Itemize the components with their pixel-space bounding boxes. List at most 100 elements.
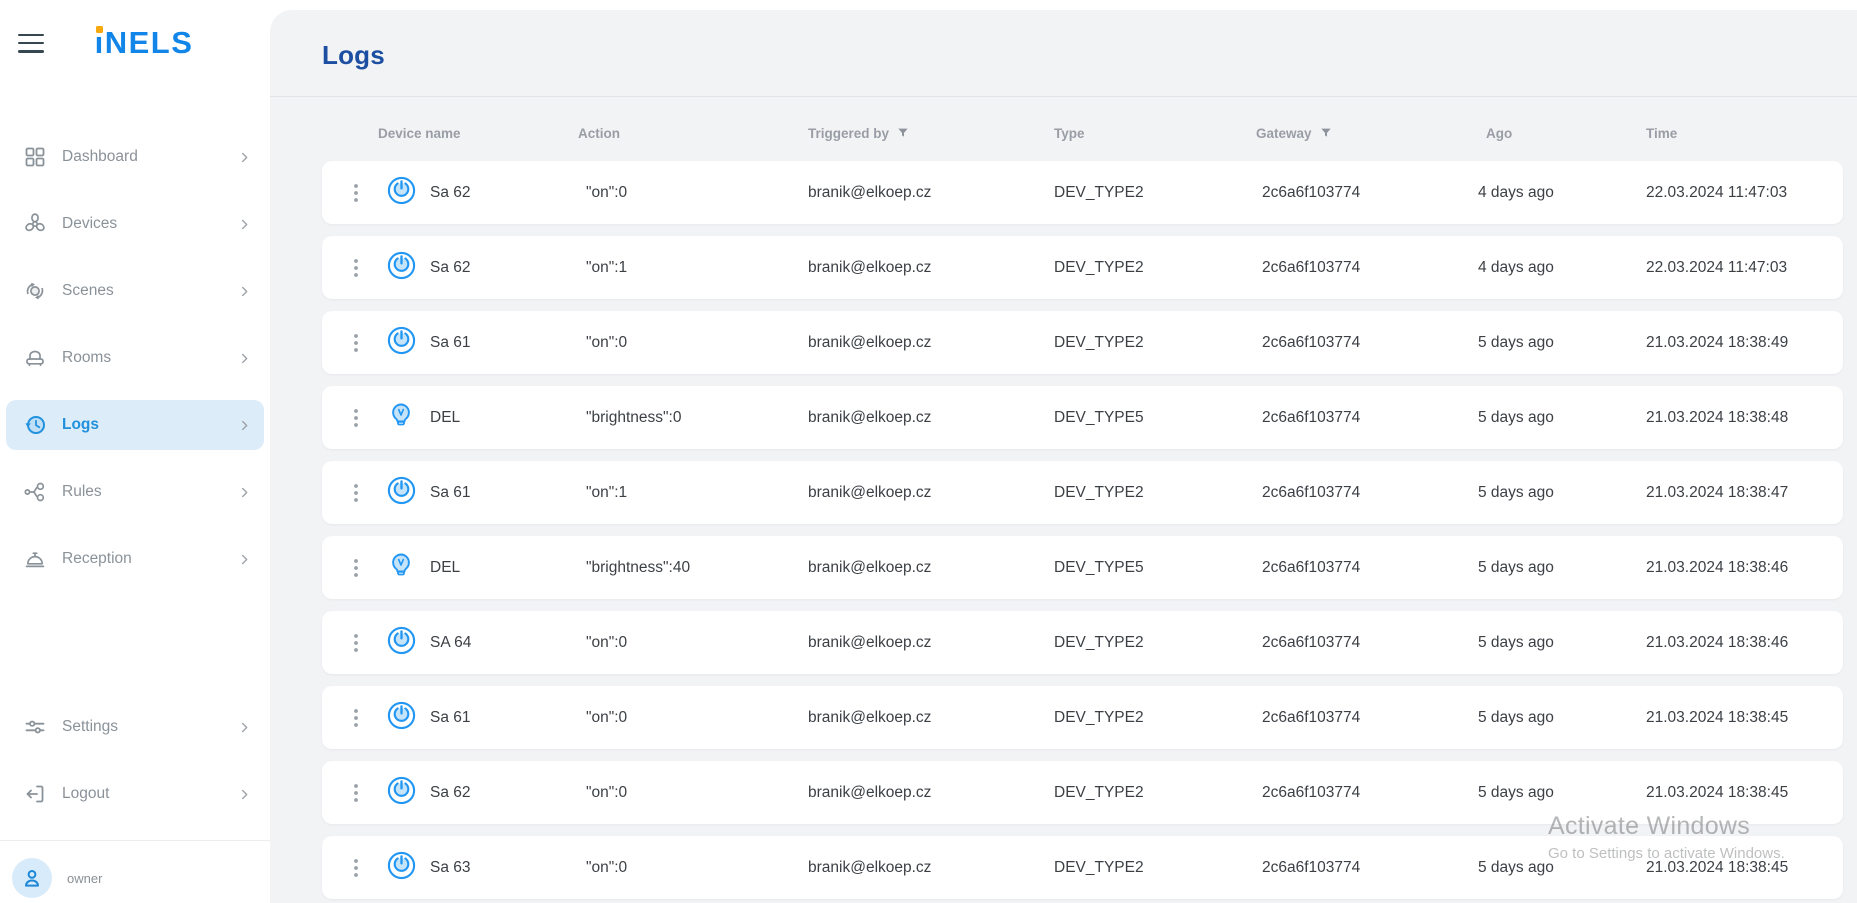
table-row[interactable]: Sa 62 "on":0 branik@elkoep.cz DEV_TYPE2 … [322,161,1843,224]
row-menu-icon[interactable] [334,558,378,578]
sidebar-item-dashboard[interactable]: Dashboard [6,132,264,182]
sidebar-item-label: Logs [62,416,100,433]
ago-cell: 5 days ago [1478,558,1554,576]
gateway-cell: 2c6a6f103774 [1262,708,1361,726]
table-row[interactable]: SA 64 "on":0 branik@elkoep.cz DEV_TYPE2 … [322,611,1843,674]
time-cell: 21.03.2024 18:38:45 [1646,708,1789,726]
filter-icon[interactable] [1319,126,1333,140]
triggered-by-cell: branik@elkoep.cz [808,183,932,201]
row-menu-icon[interactable] [334,183,378,203]
time-cell: 21.03.2024 18:38:48 [1646,408,1789,426]
bulb-icon [386,400,416,435]
triggered-by-cell: branik@elkoep.cz [808,783,932,801]
time-cell: 22.03.2024 11:47:03 [1646,183,1788,201]
sidebar: ı NELS Dashboard [0,0,270,903]
column-header-time: Time [1646,125,1678,141]
action-cell: "on":0 [586,183,628,201]
action-cell: "on":0 [586,858,628,876]
action-cell: "brightness":0 [586,408,682,426]
row-menu-icon[interactable] [334,633,378,653]
action-cell: "on":0 [586,783,628,801]
ago-cell: 5 days ago [1478,408,1554,426]
sidebar-item-rules[interactable]: Rules [6,467,264,517]
time-cell: 21.03.2024 18:38:45 [1646,783,1789,801]
action-cell: "brightness":40 [586,558,691,576]
time-cell: 22.03.2024 11:47:03 [1646,258,1788,276]
sidebar-item-reception[interactable]: Reception [6,534,264,584]
row-menu-icon[interactable] [334,408,378,428]
sidebar-item-devices[interactable]: Devices [6,199,264,249]
table-row[interactable]: Sa 61 "on":1 branik@elkoep.cz DEV_TYPE2 … [322,461,1843,524]
gateway-cell: 2c6a6f103774 [1262,483,1361,501]
power-icon [386,250,417,286]
hamburger-menu-icon[interactable] [18,33,44,53]
scenes-icon [22,278,48,304]
row-menu-icon[interactable] [334,333,378,353]
sidebar-item-label: Rooms [62,349,112,366]
time-cell: 21.03.2024 18:38:47 [1646,483,1789,501]
filter-icon[interactable] [896,126,910,140]
bell-icon [22,546,48,572]
gateway-cell: 2c6a6f103774 [1262,633,1361,651]
sidebar-item-rooms[interactable]: Rooms [6,333,264,383]
chevron-right-icon [237,787,252,802]
table-row[interactable]: DEL "brightness":40 branik@elkoep.cz DEV… [322,536,1843,599]
power-icon [386,775,417,811]
column-header-ago: Ago [1486,125,1513,141]
time-cell: 21.03.2024 18:38:45 [1646,858,1789,876]
device-name-cell: Sa 62 [430,258,471,276]
type-cell: DEV_TYPE2 [1054,783,1144,801]
ago-cell: 4 days ago [1478,258,1554,276]
action-cell: "on":1 [586,483,628,501]
sidebar-item-settings[interactable]: Settings [6,702,264,752]
device-name-cell: Sa 62 [430,183,471,201]
sidebar-item-label: Reception [62,550,132,567]
type-cell: DEV_TYPE2 [1054,183,1144,201]
user-profile[interactable]: owner [0,841,270,903]
device-name-cell: DEL [430,558,461,576]
main-content: Logs Device name Action Triggered by Typ… [270,0,1857,903]
column-header-action: Action [578,125,620,141]
action-cell: "on":0 [586,633,628,651]
ago-cell: 5 days ago [1478,333,1554,351]
sidebar-item-scenes[interactable]: Scenes [6,266,264,316]
row-menu-icon[interactable] [334,783,378,803]
gateway-cell: 2c6a6f103774 [1262,258,1361,276]
page-title: Logs [322,39,385,70]
sidebar-item-logout[interactable]: Logout [6,769,264,819]
sidebar-item-label: Settings [62,718,119,735]
gateway-cell: 2c6a6f103774 [1262,858,1361,876]
triggered-by-cell: branik@elkoep.cz [808,633,932,651]
action-cell: "on":0 [586,333,628,351]
time-cell: 21.03.2024 18:38:49 [1646,333,1789,351]
gateway-cell: 2c6a6f103774 [1262,783,1361,801]
table-row[interactable]: Sa 61 "on":0 branik@elkoep.cz DEV_TYPE2 … [322,686,1843,749]
sofa-icon [22,345,48,371]
gateway-cell: 2c6a6f103774 [1262,183,1361,201]
type-cell: DEV_TYPE5 [1054,558,1144,576]
rules-icon [22,479,48,505]
power-icon [386,175,417,211]
row-menu-icon[interactable] [334,858,378,878]
avatar [12,858,52,898]
table-row[interactable]: Sa 62 "on":0 branik@elkoep.cz DEV_TYPE2 … [322,761,1843,824]
row-menu-icon[interactable] [334,708,378,728]
sidebar-item-logs[interactable]: Logs [6,400,264,450]
triggered-by-cell: branik@elkoep.cz [808,333,932,351]
table-row[interactable]: Sa 61 "on":0 branik@elkoep.cz DEV_TYPE2 … [322,311,1843,374]
ago-cell: 5 days ago [1478,858,1554,876]
table-row[interactable]: Sa 62 "on":1 branik@elkoep.cz DEV_TYPE2 … [322,236,1843,299]
table-row[interactable]: DEL "brightness":0 branik@elkoep.cz DEV_… [322,386,1843,449]
power-icon [386,625,417,661]
table-row[interactable]: Sa 63 "on":0 branik@elkoep.cz DEV_TYPE2 … [322,836,1843,899]
gateway-cell: 2c6a6f103774 [1262,558,1361,576]
column-header-gateway: Gateway [1256,126,1486,141]
sidebar-header: ı NELS [0,8,270,78]
sliders-icon [22,714,48,740]
row-menu-icon[interactable] [334,258,378,278]
ago-cell: 5 days ago [1478,483,1554,501]
device-name-cell: Sa 61 [430,483,471,501]
triggered-by-cell: branik@elkoep.cz [808,708,932,726]
action-cell: "on":0 [586,708,628,726]
row-menu-icon[interactable] [334,483,378,503]
